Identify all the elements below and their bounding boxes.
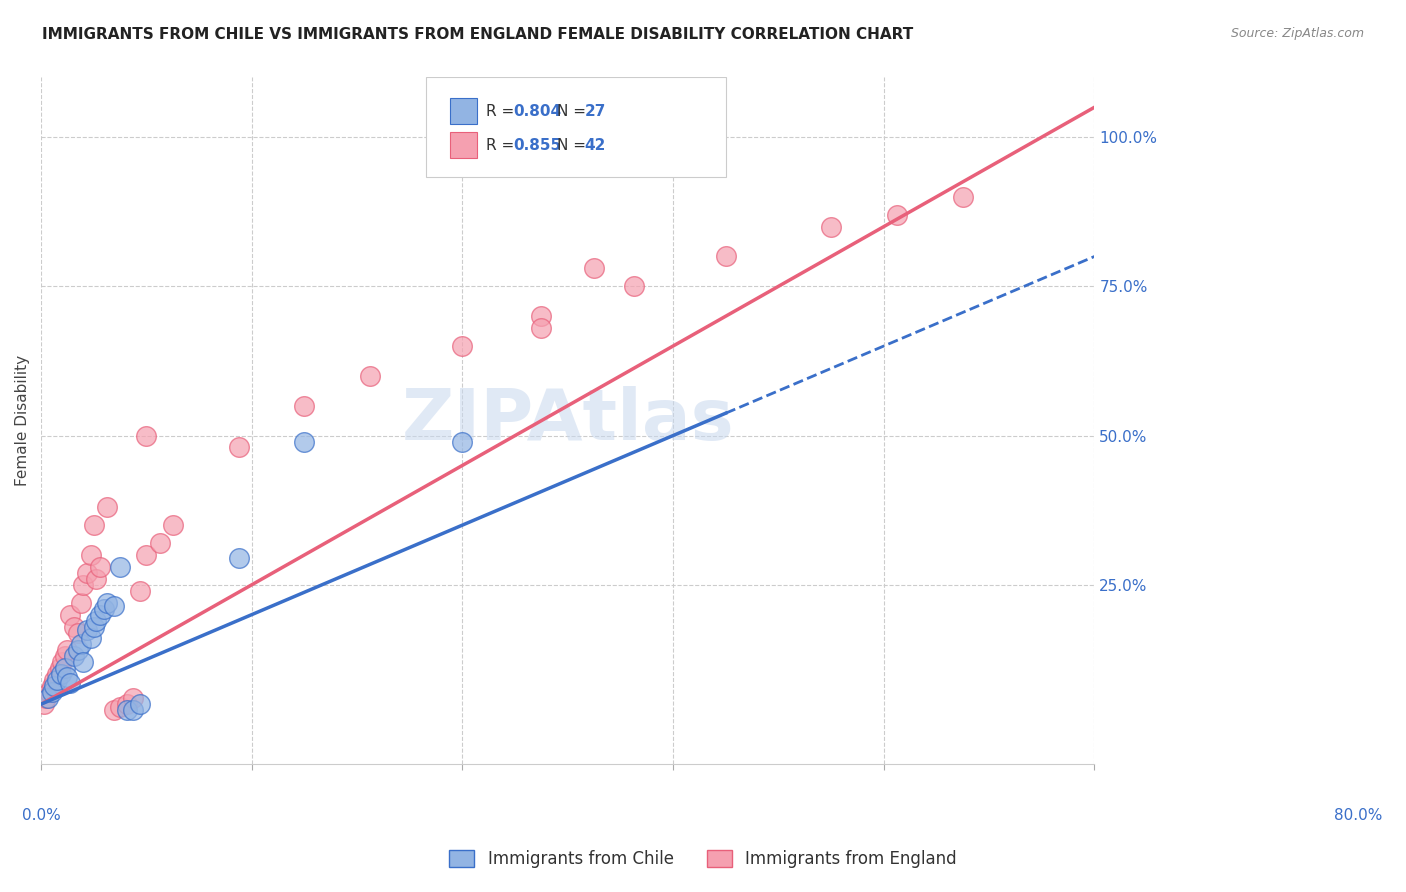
Point xyxy=(63,649,86,664)
Point xyxy=(72,656,94,670)
Point xyxy=(53,661,76,675)
Point xyxy=(41,685,63,699)
Point xyxy=(135,428,157,442)
Point xyxy=(44,679,66,693)
Text: 0.804: 0.804 xyxy=(513,103,561,119)
Point xyxy=(115,697,138,711)
Point xyxy=(108,700,131,714)
Point xyxy=(69,596,91,610)
Point xyxy=(44,673,66,688)
Point xyxy=(48,661,70,675)
Point xyxy=(66,643,89,657)
Point xyxy=(59,607,82,622)
Point xyxy=(103,703,125,717)
Point xyxy=(135,548,157,562)
Text: N =: N = xyxy=(557,138,591,153)
Point xyxy=(86,614,108,628)
Point xyxy=(294,434,316,449)
Point xyxy=(530,321,553,335)
Point xyxy=(530,309,553,323)
Point xyxy=(63,619,86,633)
Point xyxy=(69,637,91,651)
Point xyxy=(76,566,98,580)
Y-axis label: Female Disability: Female Disability xyxy=(15,355,30,486)
Point xyxy=(122,703,145,717)
Point xyxy=(451,339,474,353)
Text: R =: R = xyxy=(485,138,519,153)
Point xyxy=(149,536,172,550)
Point xyxy=(56,670,79,684)
Point xyxy=(886,208,908,222)
Point xyxy=(45,667,67,681)
Point xyxy=(128,697,150,711)
Text: Source: ZipAtlas.com: Source: ZipAtlas.com xyxy=(1230,27,1364,40)
Point xyxy=(162,518,184,533)
Point xyxy=(80,632,103,646)
Point xyxy=(128,583,150,598)
Point xyxy=(228,550,250,565)
Text: 42: 42 xyxy=(585,138,606,153)
Point xyxy=(66,625,89,640)
Point xyxy=(80,548,103,562)
Point xyxy=(83,619,105,633)
FancyBboxPatch shape xyxy=(426,78,725,177)
Text: 0.855: 0.855 xyxy=(513,138,561,153)
Point xyxy=(32,697,55,711)
Point xyxy=(49,667,72,681)
Point xyxy=(228,441,250,455)
Point xyxy=(86,572,108,586)
Point xyxy=(35,691,58,706)
Point xyxy=(53,649,76,664)
FancyBboxPatch shape xyxy=(450,98,477,124)
Point xyxy=(108,560,131,574)
Point xyxy=(51,656,73,670)
Point xyxy=(45,673,67,688)
Point xyxy=(89,560,111,574)
Point xyxy=(38,685,60,699)
Point xyxy=(56,643,79,657)
Text: 27: 27 xyxy=(585,103,606,119)
Text: IMMIGRANTS FROM CHILE VS IMMIGRANTS FROM ENGLAND FEMALE DISABILITY CORRELATION C: IMMIGRANTS FROM CHILE VS IMMIGRANTS FROM… xyxy=(42,27,914,42)
Point xyxy=(294,399,316,413)
Text: 80.0%: 80.0% xyxy=(1333,808,1382,823)
Point xyxy=(37,691,59,706)
Point xyxy=(96,500,118,515)
Point xyxy=(122,691,145,706)
Point xyxy=(583,261,606,276)
Point xyxy=(96,596,118,610)
Point xyxy=(714,250,737,264)
Point xyxy=(41,679,63,693)
Text: ZIPAtlas: ZIPAtlas xyxy=(402,386,734,455)
Point xyxy=(359,368,381,383)
Point xyxy=(820,219,842,234)
Point xyxy=(83,518,105,533)
Point xyxy=(72,578,94,592)
Point xyxy=(115,703,138,717)
FancyBboxPatch shape xyxy=(450,132,477,159)
Text: N =: N = xyxy=(557,103,591,119)
Point xyxy=(952,190,974,204)
Text: R =: R = xyxy=(485,103,519,119)
Point xyxy=(93,601,115,615)
Text: 0.0%: 0.0% xyxy=(21,808,60,823)
Point xyxy=(451,434,474,449)
Point xyxy=(623,279,645,293)
Point xyxy=(76,623,98,637)
Point xyxy=(103,599,125,613)
Point xyxy=(59,676,82,690)
Legend: Immigrants from Chile, Immigrants from England: Immigrants from Chile, Immigrants from E… xyxy=(443,843,963,875)
Point xyxy=(89,607,111,622)
